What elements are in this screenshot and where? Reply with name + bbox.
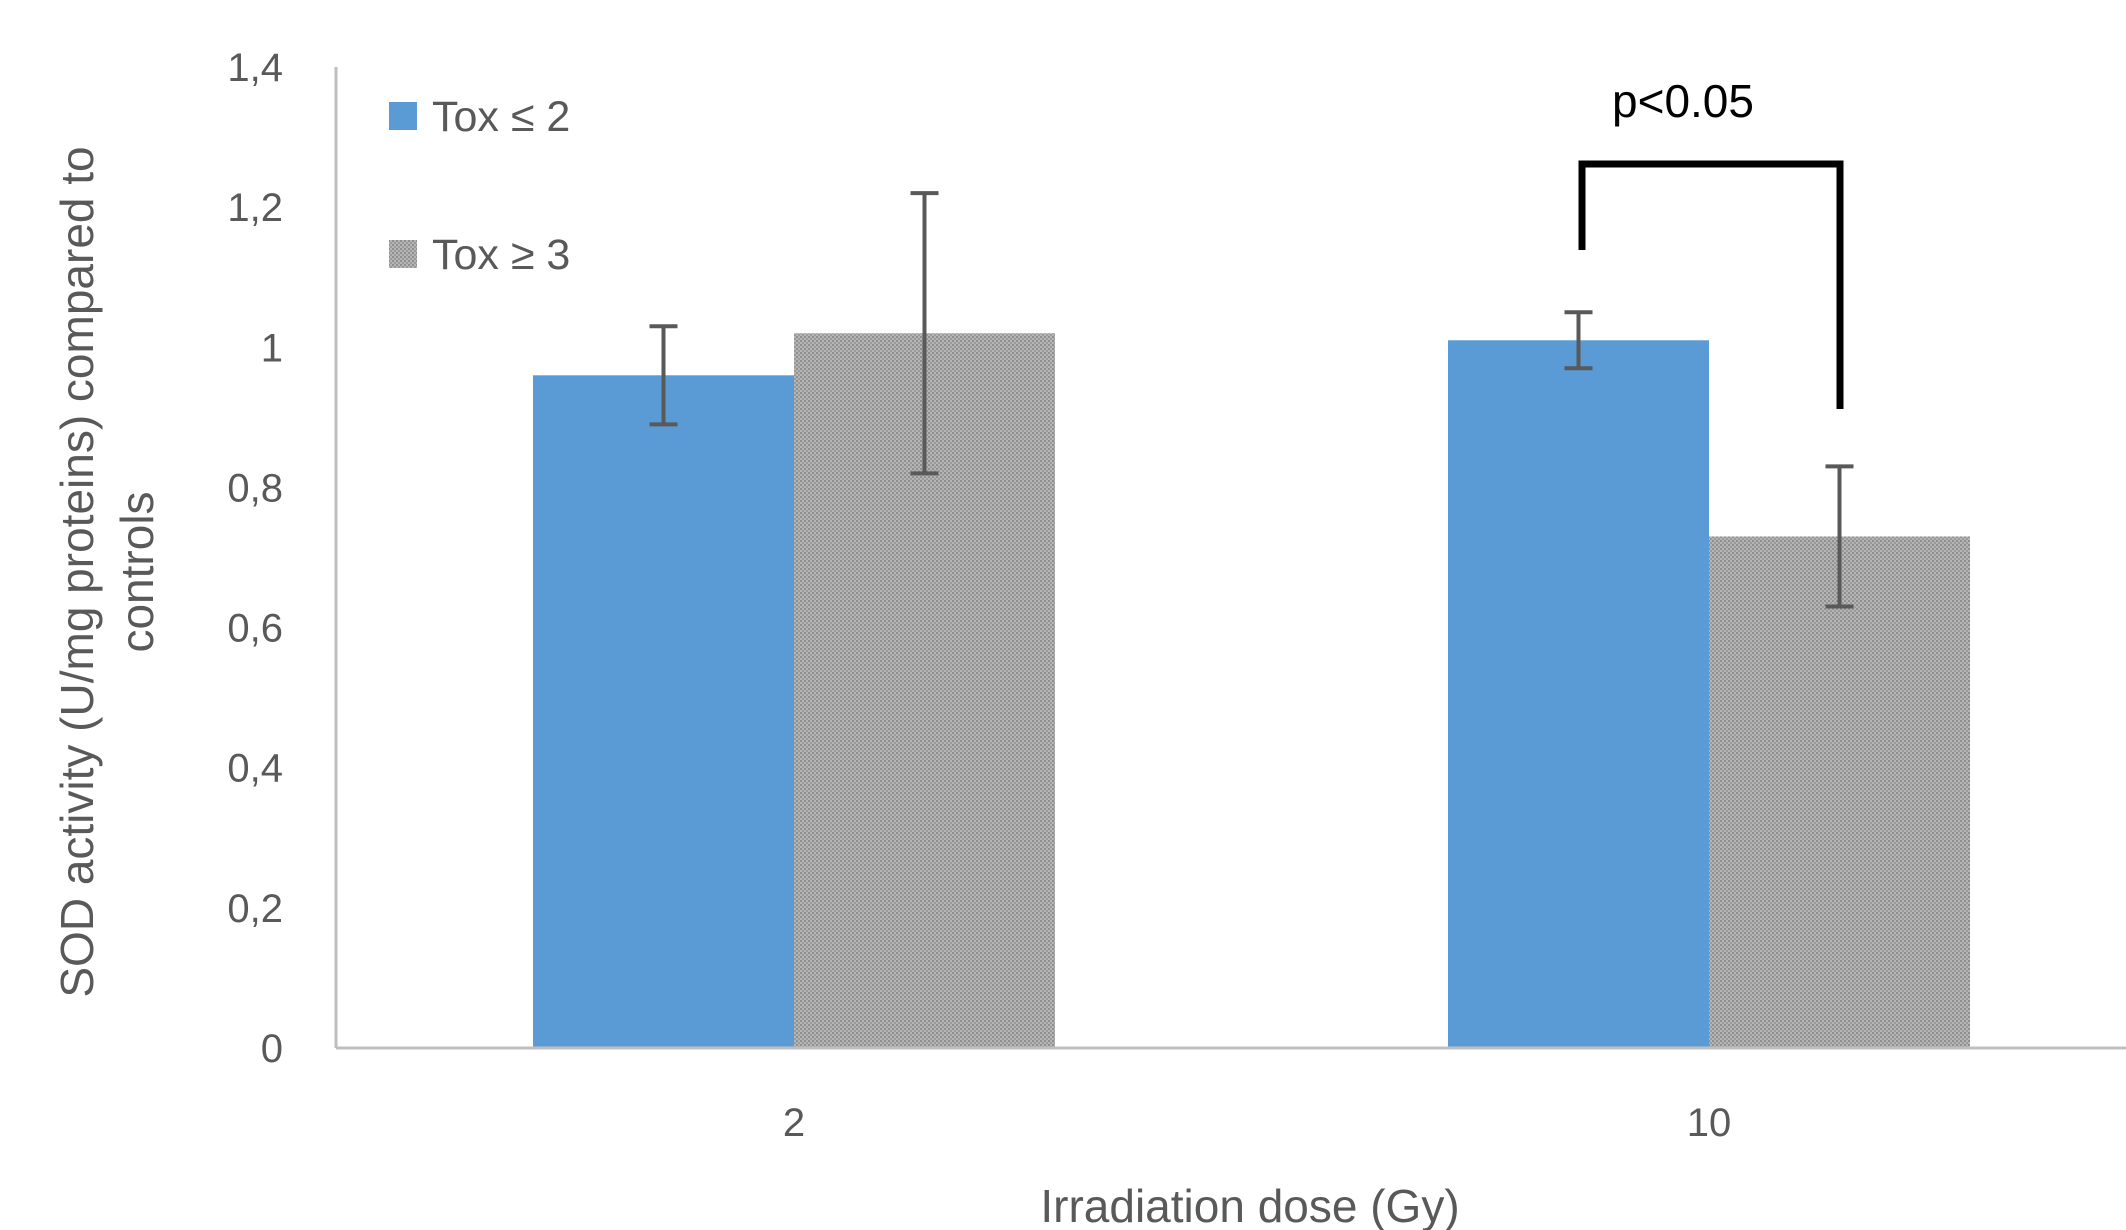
y-tick-label: 0,2 xyxy=(227,887,283,931)
legend-label: Tox ≥ 3 xyxy=(432,231,570,279)
legend: Tox ≤ 2 Tox ≥ 3 xyxy=(389,93,570,279)
y-tick-label: 0,6 xyxy=(227,607,283,651)
x-tick-label: 10 xyxy=(1687,1101,1732,1145)
error-bar xyxy=(1825,464,1854,609)
error-bar xyxy=(1564,310,1593,371)
legend-entry: Tox ≤ 2 xyxy=(389,93,570,141)
y-axis-ticks: 0 0,2 0,4 0,6 0,8 1 1,2 1,4 xyxy=(227,46,283,1071)
error-bar xyxy=(910,191,939,476)
y-tick-label: 0,8 xyxy=(227,466,283,510)
y-axis-title: SOD activity (U/mg proteins) compared to… xyxy=(51,146,163,997)
y-axis-title-line-2: controls xyxy=(111,491,163,652)
bar-tox-le-2-dose-2 xyxy=(533,375,794,1048)
error-bars xyxy=(649,191,1854,609)
y-tick-label: 0,4 xyxy=(227,747,283,791)
error-bar xyxy=(649,324,678,427)
legend-entry: Tox ≥ 3 xyxy=(389,231,570,279)
x-axis-title: Irradiation dose (Gy) xyxy=(1040,1180,1459,1230)
y-tick-label: 1 xyxy=(261,326,283,370)
significance-bracket xyxy=(1578,160,1844,409)
y-tick-label: 1,2 xyxy=(227,186,283,230)
x-axis-ticks: 2 10 xyxy=(783,1101,1731,1145)
axes xyxy=(334,67,2126,1050)
legend-swatch xyxy=(389,102,417,130)
y-axis-title-line-1: SOD activity (U/mg proteins) compared to xyxy=(51,146,103,997)
bar-tox-ge-3-dose-10 xyxy=(1709,536,1970,1048)
significance-annotation: p<0.05 xyxy=(1578,75,1844,409)
y-tick-label: 1,4 xyxy=(227,46,283,90)
y-tick-label: 0 xyxy=(261,1027,283,1071)
bar-tox-le-2-dose-10 xyxy=(1448,340,1709,1048)
legend-label: Tox ≤ 2 xyxy=(432,93,570,141)
bars xyxy=(533,333,1970,1048)
x-tick-label: 2 xyxy=(783,1101,805,1145)
significance-label: p<0.05 xyxy=(1612,75,1754,127)
legend-swatch xyxy=(389,240,417,268)
